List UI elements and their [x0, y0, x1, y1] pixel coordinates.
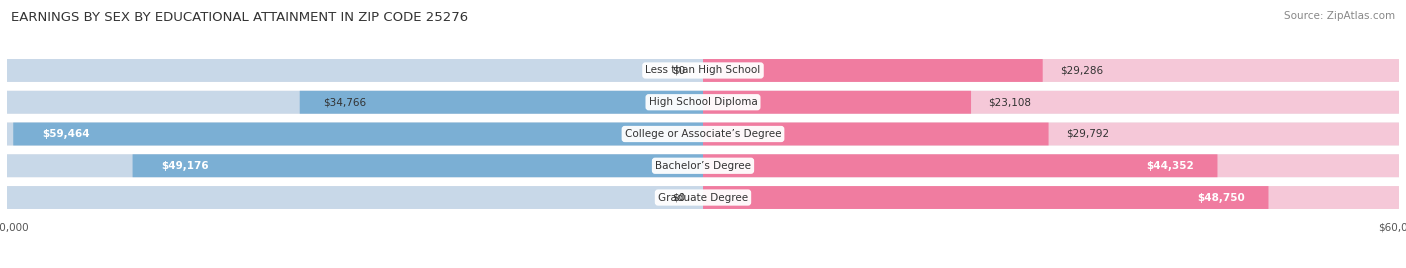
FancyBboxPatch shape: [7, 122, 1399, 146]
FancyBboxPatch shape: [7, 59, 703, 82]
FancyBboxPatch shape: [703, 154, 1218, 177]
FancyBboxPatch shape: [7, 154, 1399, 177]
Text: $59,464: $59,464: [42, 129, 90, 139]
FancyBboxPatch shape: [7, 122, 703, 146]
Text: $23,108: $23,108: [988, 97, 1032, 107]
FancyBboxPatch shape: [299, 91, 703, 114]
FancyBboxPatch shape: [703, 186, 1399, 209]
FancyBboxPatch shape: [7, 186, 1399, 209]
FancyBboxPatch shape: [7, 91, 1399, 114]
Text: Bachelor’s Degree: Bachelor’s Degree: [655, 161, 751, 171]
FancyBboxPatch shape: [703, 59, 1043, 82]
Text: College or Associate’s Degree: College or Associate’s Degree: [624, 129, 782, 139]
Text: $44,352: $44,352: [1146, 161, 1194, 171]
FancyBboxPatch shape: [13, 122, 703, 146]
FancyBboxPatch shape: [7, 59, 1399, 82]
Text: High School Diploma: High School Diploma: [648, 97, 758, 107]
Text: $29,792: $29,792: [1066, 129, 1109, 139]
Text: EARNINGS BY SEX BY EDUCATIONAL ATTAINMENT IN ZIP CODE 25276: EARNINGS BY SEX BY EDUCATIONAL ATTAINMEN…: [11, 11, 468, 24]
FancyBboxPatch shape: [7, 154, 703, 177]
Text: Source: ZipAtlas.com: Source: ZipAtlas.com: [1284, 11, 1395, 21]
Text: Graduate Degree: Graduate Degree: [658, 192, 748, 203]
Text: $0: $0: [672, 192, 686, 203]
FancyBboxPatch shape: [703, 154, 1399, 177]
FancyBboxPatch shape: [703, 122, 1399, 146]
FancyBboxPatch shape: [703, 122, 1049, 146]
FancyBboxPatch shape: [7, 91, 703, 114]
Text: $48,750: $48,750: [1198, 192, 1246, 203]
Text: $34,766: $34,766: [323, 97, 366, 107]
FancyBboxPatch shape: [7, 186, 703, 209]
Text: $49,176: $49,176: [162, 161, 209, 171]
Text: $0: $0: [672, 65, 686, 76]
FancyBboxPatch shape: [703, 91, 1399, 114]
FancyBboxPatch shape: [703, 59, 1399, 82]
FancyBboxPatch shape: [703, 91, 972, 114]
FancyBboxPatch shape: [132, 154, 703, 177]
FancyBboxPatch shape: [703, 186, 1268, 209]
Text: $29,286: $29,286: [1060, 65, 1104, 76]
Text: Less than High School: Less than High School: [645, 65, 761, 76]
